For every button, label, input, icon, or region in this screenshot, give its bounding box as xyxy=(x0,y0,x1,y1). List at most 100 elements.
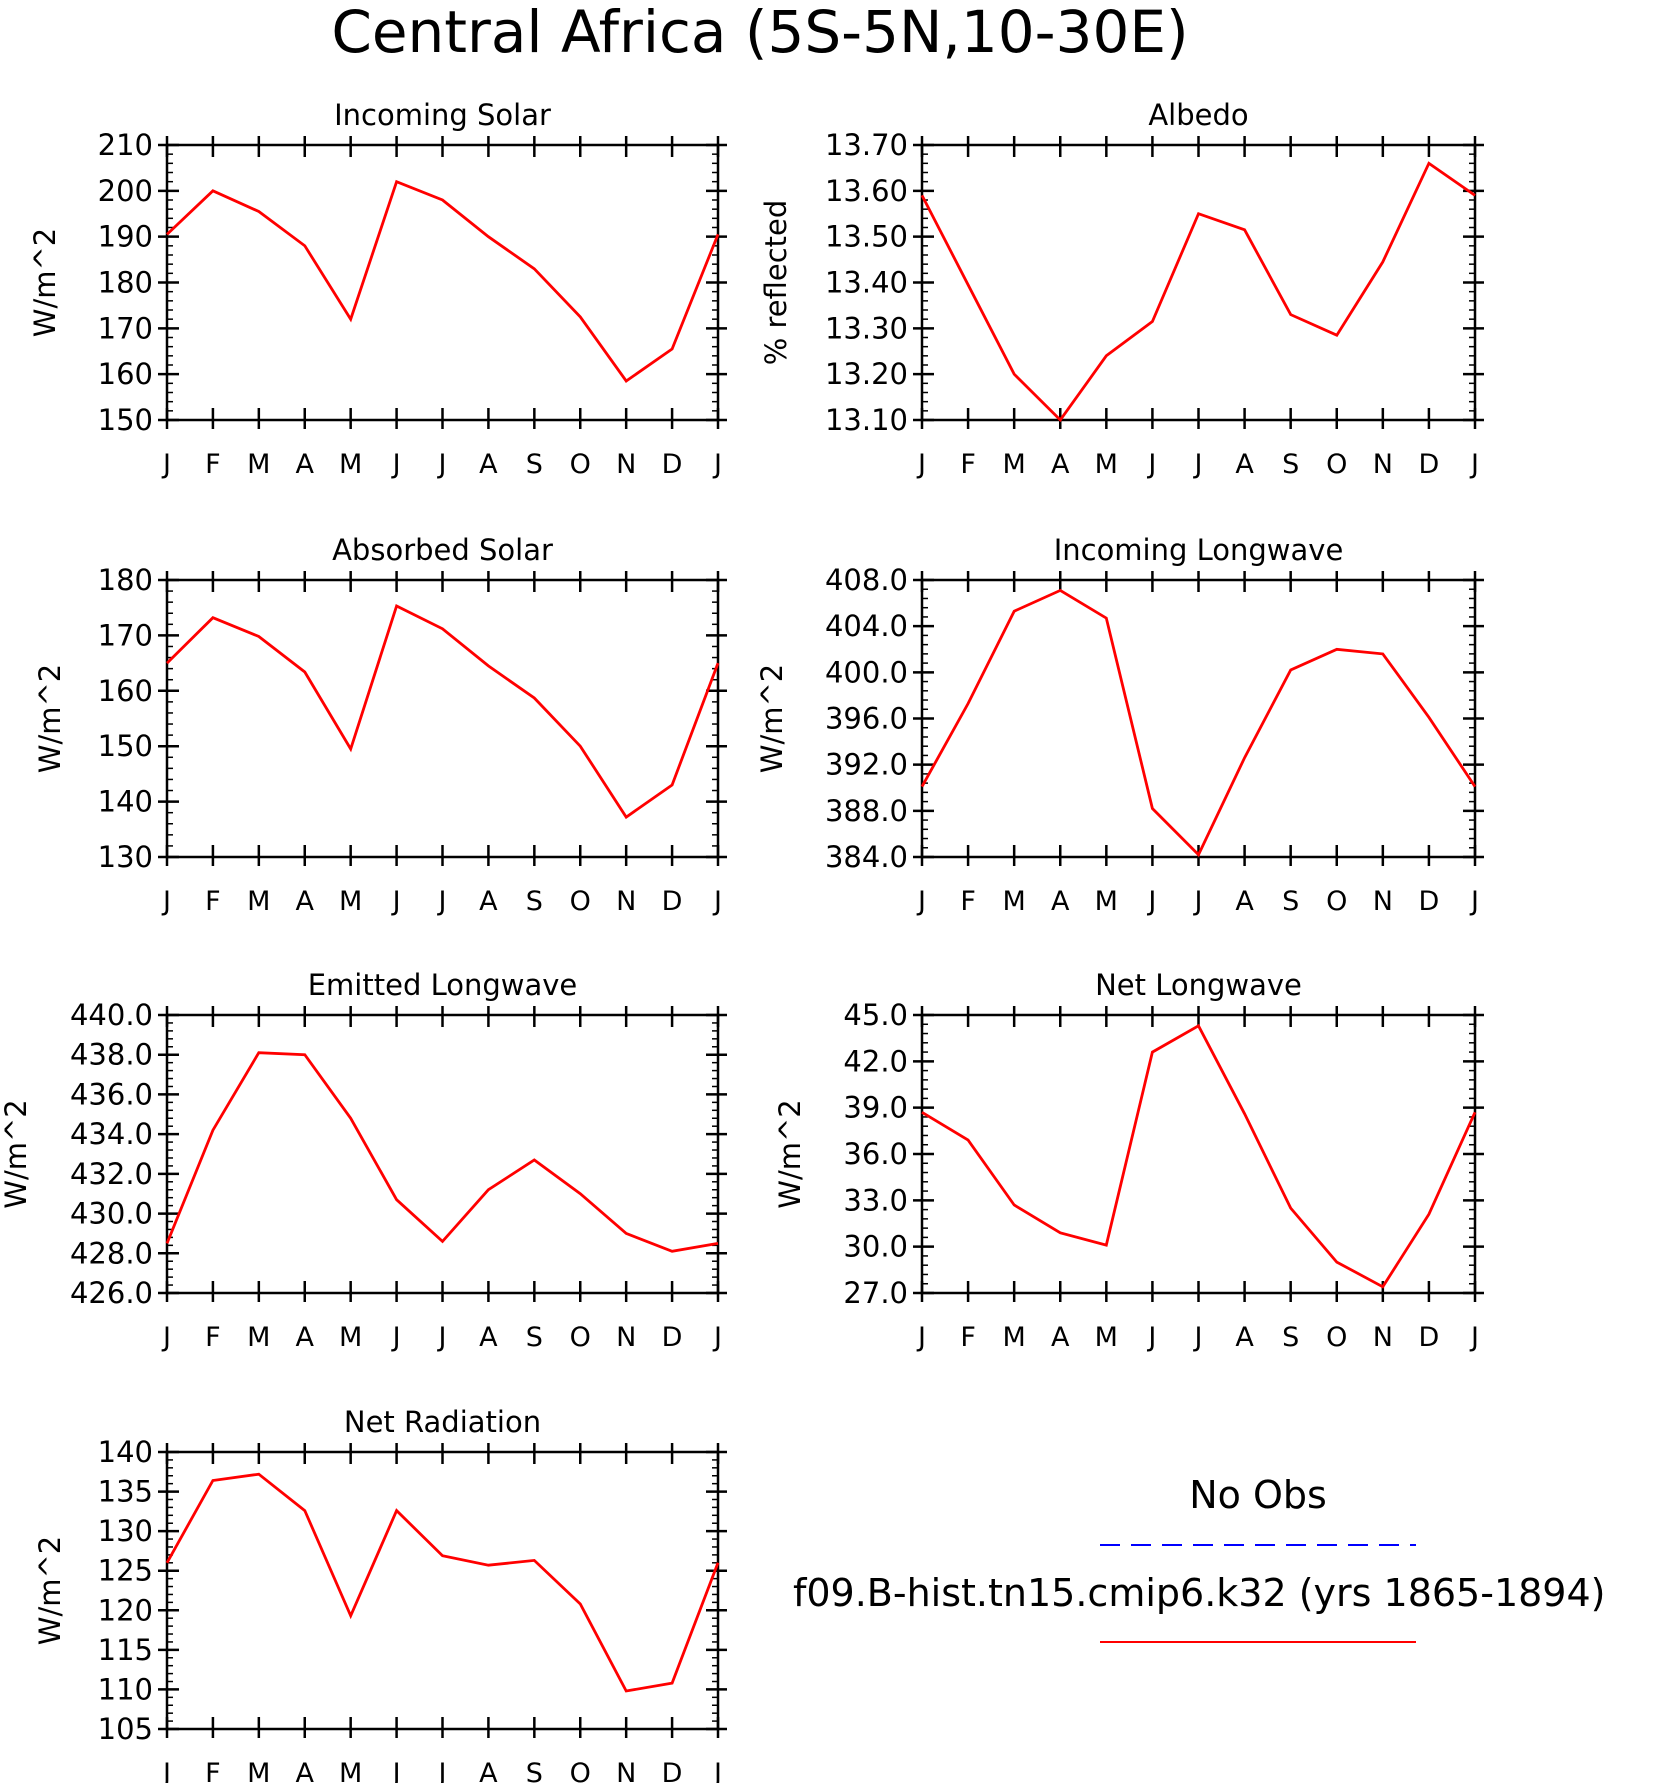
x-tick-label: J xyxy=(1193,886,1203,917)
x-tick-label: M xyxy=(339,1758,362,1783)
x-tick-label: F xyxy=(205,886,221,917)
plot-frame xyxy=(920,578,1477,859)
axis-ticks xyxy=(913,136,1484,429)
figure-title: Central Africa (5S-5N,10-30E) xyxy=(331,0,1188,66)
panel-title: Absorbed Solar xyxy=(332,533,553,567)
x-tick-label: J xyxy=(391,1322,401,1353)
x-tick-label: M xyxy=(1003,449,1026,480)
x-tick-label: A xyxy=(479,449,498,480)
x-tick-label: J xyxy=(712,449,722,480)
y-tick-label: 408.0 xyxy=(825,563,908,597)
legend-model-label: f09.B-hist.tn15.cmip6.k32 (yrs 1865-1894… xyxy=(793,1571,1605,1615)
y-tick-label: 42.0 xyxy=(843,1044,908,1078)
legend-obs-label: No Obs xyxy=(1189,1473,1327,1517)
y-tick-label: 190 xyxy=(98,220,153,254)
y-axis-label: W/m^2 xyxy=(0,1099,33,1208)
axis-ticks xyxy=(158,1006,727,1302)
series-line xyxy=(920,588,1477,858)
x-tick-label: S xyxy=(1282,449,1299,480)
x-tick-label: N xyxy=(616,1322,636,1353)
x-tick-label: S xyxy=(526,1758,543,1783)
x-tick-label: N xyxy=(616,1758,636,1783)
y-tick-label: 120 xyxy=(98,1593,153,1627)
y-tick-label: 170 xyxy=(98,618,153,652)
x-tick-label: J xyxy=(1193,1322,1203,1353)
x-tick-label: F xyxy=(960,886,976,917)
y-tick-label: 396.0 xyxy=(825,702,908,736)
y-tick-label: 404.0 xyxy=(825,609,908,643)
panel-title: Albedo xyxy=(1148,98,1248,132)
y-tick-label: 388.0 xyxy=(825,794,908,828)
x-tick-label: S xyxy=(526,886,543,917)
x-tick-label: A xyxy=(1051,449,1070,480)
y-tick-label: 125 xyxy=(98,1554,153,1588)
panel-title: Emitted Longwave xyxy=(308,968,578,1002)
x-tick-label: A xyxy=(479,886,498,917)
x-tick-label: J xyxy=(712,1758,722,1783)
x-tick-label: D xyxy=(1419,1322,1440,1353)
plot-frame xyxy=(920,1013,1477,1295)
y-tick-label: 180 xyxy=(98,563,153,597)
series-line xyxy=(920,161,1476,423)
y-tick-label: 30.0 xyxy=(843,1230,908,1264)
x-tick-label: O xyxy=(1326,886,1347,917)
y-tick-label: 430.0 xyxy=(70,1197,153,1231)
y-tick-label: 105 xyxy=(98,1712,153,1746)
x-tick-label: J xyxy=(391,449,401,480)
y-axis-label: W/m^2 xyxy=(33,1536,67,1645)
x-tick-label: A xyxy=(479,1322,498,1353)
x-tick-label: A xyxy=(479,1758,498,1783)
x-tick-label: F xyxy=(205,449,221,480)
x-tick-label: J xyxy=(391,886,401,917)
x-tick-label: M xyxy=(1095,886,1118,917)
y-tick-label: 13.70 xyxy=(825,128,908,162)
axis-ticks xyxy=(158,136,727,429)
x-tick-label: D xyxy=(1419,449,1440,480)
series-line xyxy=(921,1023,1477,1289)
x-tick-label: A xyxy=(1235,1322,1254,1353)
x-tick-label: J xyxy=(712,886,722,917)
axis-ticks xyxy=(913,571,1484,866)
x-tick-label: A xyxy=(1051,886,1070,917)
y-tick-label: 150 xyxy=(98,403,153,437)
x-tick-label: N xyxy=(1373,1322,1393,1353)
y-axis-label: W/m^2 xyxy=(755,664,789,773)
panel-emitted-longwave: 426.0 428.0 430.0 432.0 434.0 436.0 438.0 440.0… xyxy=(0,968,727,1353)
y-tick-label: 140 xyxy=(98,785,153,819)
y-tick-label: 180 xyxy=(98,266,153,300)
x-tick-label: S xyxy=(526,449,543,480)
y-tick-label: 438.0 xyxy=(70,1038,153,1072)
x-tick-label: M xyxy=(1003,886,1026,917)
x-tick-label: J xyxy=(916,1322,926,1353)
y-tick-label: 13.20 xyxy=(825,357,908,391)
y-tick-label: 426.0 xyxy=(70,1276,153,1310)
y-tick-label: 13.50 xyxy=(825,220,908,254)
x-tick-label: M xyxy=(247,886,270,917)
x-tick-label: M xyxy=(1003,1322,1026,1353)
y-axis-label: W/m^2 xyxy=(773,1099,807,1208)
series-line xyxy=(166,604,720,820)
y-tick-label: 160 xyxy=(98,674,153,708)
x-tick-label: O xyxy=(570,886,591,917)
series-line xyxy=(165,1051,719,1253)
x-tick-label: A xyxy=(1235,886,1254,917)
x-tick-label: A xyxy=(1051,1322,1070,1353)
x-tick-label: F xyxy=(205,1758,221,1783)
x-tick-label: J xyxy=(1193,449,1203,480)
x-tick-label: M xyxy=(1095,1322,1118,1353)
y-tick-label: 13.60 xyxy=(825,174,908,208)
axis-ticks xyxy=(158,1443,727,1738)
x-tick-label: S xyxy=(1282,1322,1299,1353)
x-tick-label: J xyxy=(437,1322,447,1353)
x-tick-label: D xyxy=(662,886,683,917)
x-tick-label: J xyxy=(161,449,171,480)
x-tick-label: D xyxy=(662,449,683,480)
panel-title: Incoming Longwave xyxy=(1054,533,1344,567)
plot-frame xyxy=(920,143,1477,422)
